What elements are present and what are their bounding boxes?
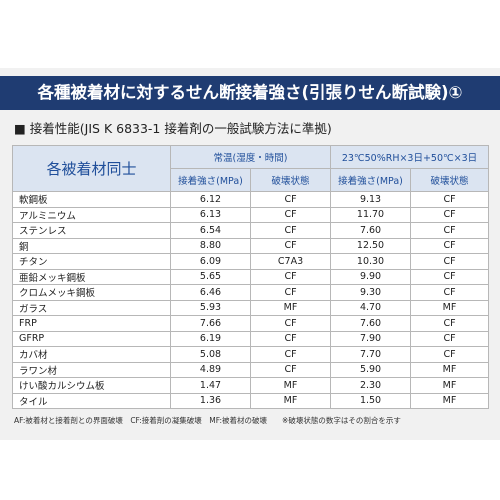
table-row: タイル 1.36 MF 1.50 MF [12,392,490,409]
material-cell: ラワン材 [12,361,171,378]
value-cell: MF [249,377,332,394]
value-cell: CF [249,284,332,301]
value-cell: CF [410,284,490,301]
material-cell: GFRP [12,330,171,347]
value-cell: 6.46 [170,284,251,301]
value-cell: 8.80 [170,237,251,254]
value-cell: 1.50 [330,392,412,409]
value-cell: 6.19 [170,330,251,347]
value-cell: MF [410,299,490,316]
material-cell: ガラス [12,299,171,316]
value-cell: MF [249,392,332,409]
table-row: クロムメッキ鋼板 6.46 CF 9.30 CF [12,284,490,301]
value-cell: 7.70 [330,346,412,363]
value-cell: 1.47 [170,377,251,394]
value-cell: 4.89 [170,361,251,378]
subtitle: ■ 接着性能(JIS K 6833-1 接着剤の一般試験方法に準拠) [14,121,332,136]
value-cell: CF [410,253,490,270]
value-cell: CF [249,206,332,223]
column-header: 接着強さ(MPa) [170,168,251,192]
results-table: 各被着材同士 常温(湿度・時間) 23℃50%RH×3日+50℃×3日 接着強さ… [12,145,490,409]
material-cell: 軟鋼板 [12,191,171,208]
value-cell: MF [410,392,490,409]
value-cell: 4.70 [330,299,412,316]
value-cell: CF [410,346,490,363]
value-cell: CF [410,191,490,208]
material-cell: 銅 [12,237,171,254]
footnote: AF:被着材と接着剤との界面破壊 CF:接着剤の凝集破壊 MF:被着材の破壊 ※… [14,416,401,425]
value-cell: MF [249,299,332,316]
value-cell: 9.13 [330,191,412,208]
title-banner: 各種被着材に対するせん断接着強さ(引張りせん断試験)① [0,76,500,110]
material-cell: タイル [12,392,171,409]
corner-header: 各被着材同士 [12,145,171,192]
value-cell: 7.60 [330,315,412,332]
value-cell: 6.13 [170,206,251,223]
material-cell: けい酸カルシウム板 [12,377,171,394]
table-row: チタン 6.09 C7A3 10.30 CF [12,253,490,270]
value-cell: CF [249,268,332,285]
value-cell: 2.30 [330,377,412,394]
material-cell: クロムメッキ鋼板 [12,284,171,301]
value-cell: CF [249,361,332,378]
value-cell: 7.90 [330,330,412,347]
value-cell: CF [249,237,332,254]
value-cell: 10.30 [330,253,412,270]
table-row: 銅 8.80 CF 12.50 CF [12,237,490,254]
value-cell: CF [249,222,332,239]
group-header: 23℃50%RH×3日+50℃×3日 [330,145,490,169]
material-cell: ステンレス [12,222,171,239]
column-header: 破壊状態 [249,168,332,192]
material-cell: カバ材 [12,346,171,363]
value-cell: CF [410,222,490,239]
value-cell: 5.65 [170,268,251,285]
value-cell: CF [410,237,490,254]
material-cell: チタン [12,253,171,270]
table-row: 軟鋼板 6.12 CF 9.13 CF [12,191,490,208]
value-cell: CF [410,315,490,332]
value-cell: 5.08 [170,346,251,363]
table-row: カバ材 5.08 CF 7.70 CF [12,346,490,363]
value-cell: 7.60 [330,222,412,239]
value-cell: 5.93 [170,299,251,316]
value-cell: CF [249,315,332,332]
value-cell: CF [410,268,490,285]
value-cell: MF [410,377,490,394]
value-cell: 11.70 [330,206,412,223]
value-cell: 6.12 [170,191,251,208]
value-cell: 12.50 [330,237,412,254]
value-cell: 6.09 [170,253,251,270]
table-row: FRP 7.66 CF 7.60 CF [12,315,490,332]
value-cell: 7.66 [170,315,251,332]
group-header: 常温(湿度・時間) [169,145,332,169]
table-row: ステンレス 6.54 CF 7.60 CF [12,222,490,239]
table-row: けい酸カルシウム板 1.47 MF 2.30 MF [12,377,490,394]
value-cell: 1.36 [170,392,251,409]
column-header: 破壊状態 [410,168,490,192]
table-row: ラワン材 4.89 CF 5.90 MF [12,361,490,378]
table-row: アルミニウム 6.13 CF 11.70 CF [12,206,490,223]
material-cell: アルミニウム [12,206,171,223]
value-cell: CF [410,330,490,347]
value-cell: CF [249,191,332,208]
material-cell: 亜鉛メッキ鋼板 [12,268,171,285]
value-cell: 5.90 [330,361,412,378]
value-cell: MF [410,361,490,378]
value-cell: CF [249,346,332,363]
table-row: 亜鉛メッキ鋼板 5.65 CF 9.90 CF [12,268,490,285]
value-cell: 6.54 [170,222,251,239]
value-cell: 9.30 [330,284,412,301]
value-cell: C7A3 [249,253,332,270]
table-row: ガラス 5.93 MF 4.70 MF [12,299,490,316]
value-cell: CF [410,206,490,223]
table-row: GFRP 6.19 CF 7.90 CF [12,330,490,347]
value-cell: CF [249,330,332,347]
value-cell: 9.90 [330,268,412,285]
material-cell: FRP [12,315,171,332]
column-header: 接着強さ(MPa) [330,168,412,192]
